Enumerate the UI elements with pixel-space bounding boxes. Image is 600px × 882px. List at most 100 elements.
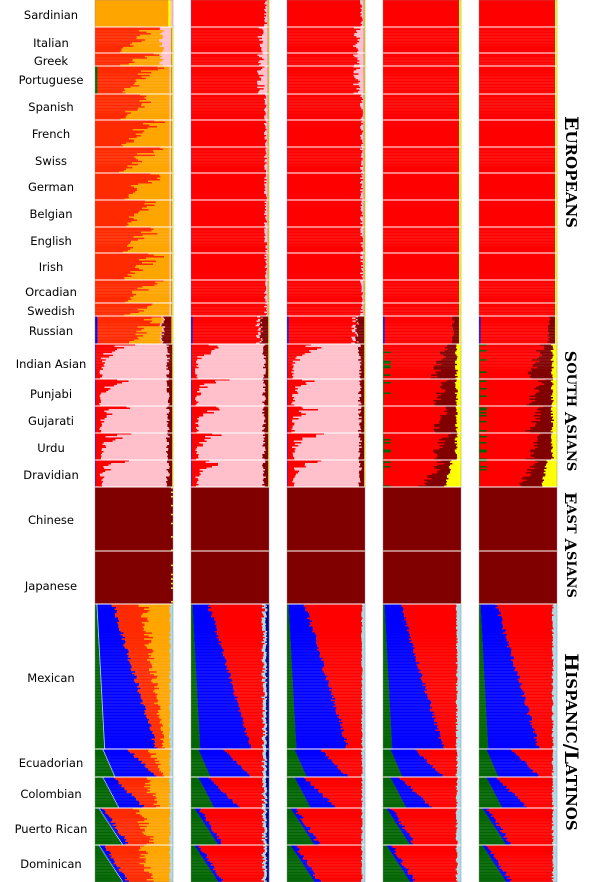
bar-segment [171,248,174,251]
bar-segment [191,470,192,473]
bar-segment [191,741,201,744]
bar-segment [142,207,170,210]
bar-segment [95,710,103,712]
bar-segment [264,237,268,240]
bar-segment [118,874,120,877]
bar-segment [268,452,270,455]
bar-segment [156,671,170,673]
bar-segment [194,644,221,646]
bar-segment [95,467,96,470]
bar-segment [191,394,201,396]
bar-segment [191,666,197,669]
bar-segment [198,713,242,715]
bar-segment [196,485,265,488]
bar-segment [267,194,269,196]
bar-segment [163,280,170,282]
bar-segment [171,587,173,589]
bar-segment [268,461,270,464]
bar-segment [162,37,172,40]
bar-segment [268,116,270,119]
bar-segment [171,165,172,167]
bar-segment [162,342,172,345]
bar-segment [172,470,174,473]
bar-segment [97,626,99,629]
bar-segment [268,231,270,234]
bar-segment [265,113,268,116]
bar-segment [171,260,172,263]
bar-segment [266,248,268,251]
bar-segment [191,714,199,717]
population-separator [95,226,173,228]
bar-segment [268,418,270,420]
bar-segment [95,729,104,732]
bar-segment [191,281,266,284]
bar-segment [105,810,140,813]
bar-segment [101,849,103,852]
bar-segment [268,314,270,317]
bar-segment [171,215,172,217]
bar-segment [195,427,266,429]
bar-segment [97,91,123,93]
bar-segment [101,810,106,813]
bar-segment [156,806,171,809]
bar-segment [171,144,174,146]
bar-segment [169,845,174,847]
bar-segment [191,476,196,479]
bar-segment [268,103,270,105]
bar-segment [168,398,173,401]
bar-segment [99,641,126,643]
bar-segment [233,689,264,691]
bar-segment [268,400,270,402]
bar-segment [95,760,109,763]
bar-segment [263,123,268,125]
bar-segment [95,389,96,392]
bar-segment [191,129,267,131]
bar-segment [264,1,268,4]
bar-segment [267,25,269,28]
bar-segment [169,473,173,476]
bar-segment [95,107,139,110]
bar-segment [172,377,174,380]
bar-segment [171,61,172,64]
bar-segment [114,867,121,869]
bar-segment [191,179,267,181]
bar-segment [266,719,270,721]
bar-segment [171,39,174,41]
bar-segment [223,653,264,655]
bar-segment [267,237,269,240]
bar-segment [171,262,172,264]
bar-segment [148,635,171,637]
bar-segment [263,30,268,32]
bar-segment [161,335,172,337]
bar-segment [267,0,269,2]
bar-segment [267,248,269,251]
bar-segment [191,280,267,282]
bar-segment [95,391,96,393]
bar-segment [105,756,107,758]
bar-segment [103,725,152,727]
bar-segment [265,476,269,479]
bar-segment [95,345,115,348]
bar-segment [267,182,269,184]
bar-segment [151,304,170,306]
bar-segment [268,251,270,254]
bar-segment [268,283,270,285]
bar-segment [262,612,267,615]
bar-segment [166,446,173,449]
bar-segment [171,40,174,43]
bar-segment [154,120,170,122]
bar-segment [266,729,270,732]
bar-segment [267,212,269,214]
bar-segment [267,37,269,40]
population-block-14 [95,344,174,380]
bar-segment [123,837,151,840]
bar-segment [153,151,170,154]
bar-segment [95,704,103,706]
bar-segment [260,318,269,321]
bar-segment [263,689,267,691]
bar-segment [95,82,98,84]
bar-segment [95,680,101,682]
bar-segment [264,239,268,241]
bar-segment [109,765,111,767]
bar-segment [171,110,174,113]
